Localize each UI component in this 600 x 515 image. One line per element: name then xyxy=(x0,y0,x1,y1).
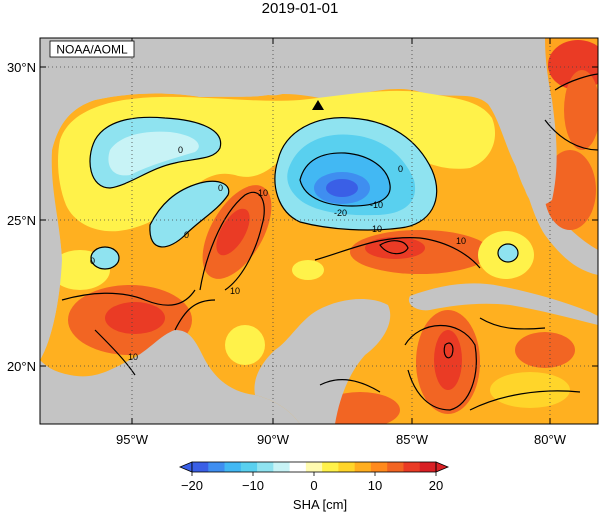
lat-label-25n: 25°N xyxy=(7,213,36,228)
contour-zero-west xyxy=(89,116,222,189)
contour-lines xyxy=(61,73,598,411)
colorbar-swatch xyxy=(419,462,437,472)
colorbar-tick-label: 20 xyxy=(429,478,443,493)
contour-minus10 xyxy=(299,152,391,207)
lon-label-90w: 90°W xyxy=(257,432,290,447)
colorbar-swatch xyxy=(192,462,209,472)
cold-eddy-sw xyxy=(91,247,119,269)
colorbar-swatch xyxy=(354,462,372,472)
cold-eddy-east xyxy=(498,244,518,262)
contour-zero-central xyxy=(274,117,438,231)
contour-label: 10 xyxy=(230,286,240,296)
colorbar-tick-label: 10 xyxy=(368,478,382,493)
contour-label: 10 xyxy=(372,224,382,234)
colorbar-arrow-right xyxy=(435,461,450,473)
lon-label-80w: 80°W xyxy=(534,432,567,447)
triangle-marker xyxy=(312,100,324,110)
contour-label: -20 xyxy=(334,208,347,218)
contour-label: 0 xyxy=(218,183,223,193)
contour-label: 0 xyxy=(90,256,95,266)
contour-ten-caribbean-outer xyxy=(404,324,477,411)
land-yucatan xyxy=(254,298,391,424)
map-title: 2019-01-01 xyxy=(261,0,339,17)
contour-ten-east xyxy=(479,317,546,330)
contour-ten-loop xyxy=(199,191,265,291)
contour-labels: 0 0 0 0 0 10 10 10 10 10 -20 -10 xyxy=(90,145,466,362)
colorbar-tick-label: −10 xyxy=(242,478,264,493)
contour-ten-south-2 xyxy=(319,379,381,393)
lon-label-85w: 85°W xyxy=(396,432,429,447)
colorbar-arrow-left xyxy=(178,461,193,473)
cold-eddy-central-core-2 xyxy=(326,179,358,197)
colorbar-swatch xyxy=(338,462,356,472)
contour-ten-west xyxy=(61,289,196,306)
contour-label: -10 xyxy=(370,200,383,210)
contour-ten-southeast xyxy=(469,390,581,411)
credit-label: NOAA/AOML xyxy=(56,43,128,57)
land-keys xyxy=(520,152,528,162)
colorbar-swatch xyxy=(273,462,291,472)
colorbar-tick-label: 0 xyxy=(310,478,317,493)
cold-eddy-mid xyxy=(149,181,229,247)
contour-ten-yucatan xyxy=(314,237,481,269)
lon-label-95w: 95°W xyxy=(116,432,149,447)
warm-blob-atlantic-2 xyxy=(564,70,598,150)
sha-field xyxy=(40,38,598,424)
colorbar: −20 −10 0 10 20 xyxy=(178,461,450,493)
contour-label: 0 xyxy=(178,145,183,155)
cold-eddy-west-core xyxy=(108,131,199,176)
credit-box: NOAA/AOML xyxy=(49,40,135,58)
warm-blob-loop-core xyxy=(216,208,250,256)
warm-blob-caribbean-core xyxy=(434,330,462,390)
warm-blob-atlantic-3 xyxy=(544,150,596,230)
gridlines xyxy=(40,38,598,424)
lat-label-30n: 30°N xyxy=(7,60,36,75)
contour-label: 0 xyxy=(184,230,189,240)
colorbar-swatch xyxy=(257,462,274,472)
colorbar-swatch xyxy=(387,462,404,472)
colorbar-swatch xyxy=(403,462,421,472)
lat-label-20n: 20°N xyxy=(7,359,36,374)
colorbar-swatch xyxy=(289,462,307,472)
colorbar-swatch xyxy=(370,462,388,472)
contour-ten-atlantic xyxy=(554,73,598,91)
contour-label: 0 xyxy=(398,164,403,174)
land-mexico xyxy=(40,180,300,424)
contour-ten-south xyxy=(174,299,216,331)
yellow-band-se xyxy=(490,372,570,408)
colorbar-swatch xyxy=(224,462,242,472)
contour-label: 10 xyxy=(258,188,268,198)
contour-zero-mid xyxy=(149,180,230,248)
colorbar-swatch xyxy=(240,462,258,472)
contour-ten-west-2 xyxy=(94,329,136,376)
warm-blob-east xyxy=(515,332,575,368)
contour-zero-sw xyxy=(90,246,120,270)
warm-blob-west-core xyxy=(105,302,165,334)
contour-label: 10 xyxy=(456,236,466,246)
land-cuba xyxy=(408,283,598,325)
contour-ten-atlantic-2 xyxy=(544,119,598,151)
contour-ten-yucatan-core xyxy=(379,240,409,255)
colorbar-swatch xyxy=(322,462,339,472)
contour-zero-east xyxy=(497,243,519,263)
colorbar-label: SHA [cm] xyxy=(293,497,347,512)
yellow-band-south xyxy=(225,325,265,365)
land-us-coast xyxy=(40,38,540,200)
colorbar-swatch xyxy=(305,462,323,472)
colorbar-tick-label: −20 xyxy=(181,478,203,493)
contour-ten-caribbean xyxy=(443,342,454,359)
colorbar-swatch xyxy=(208,462,226,472)
warm-blob-yucatan-core xyxy=(365,237,425,259)
contour-label: 10 xyxy=(128,352,138,362)
yellow-spot-mid xyxy=(292,260,324,280)
land-florida xyxy=(480,38,557,206)
plot-frame xyxy=(39,37,599,425)
